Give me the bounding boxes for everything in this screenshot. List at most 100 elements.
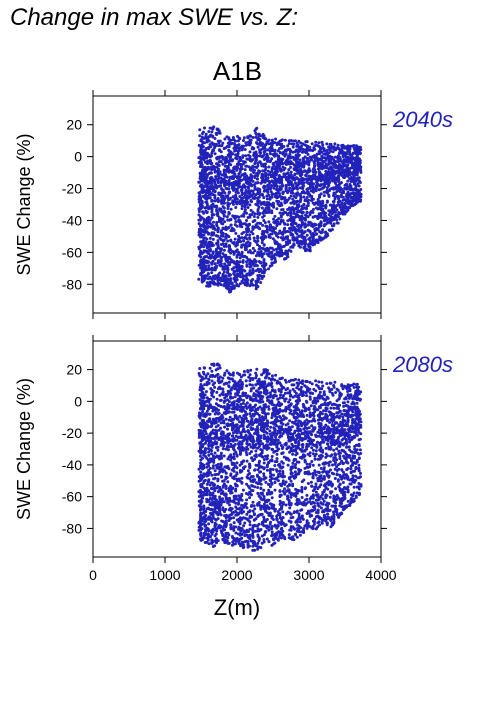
scatter-point [209, 145, 213, 149]
scatter-point [236, 175, 240, 179]
scatter-point [245, 237, 249, 241]
scatter-point [336, 143, 340, 147]
scatter-point [278, 244, 282, 248]
scatter-point [257, 247, 261, 251]
scatter-point [312, 505, 315, 509]
scatter-point [241, 260, 245, 264]
scatter-point [197, 263, 201, 267]
scatter-point [243, 283, 247, 287]
scatter-point [311, 170, 315, 174]
scatter-point [278, 142, 282, 146]
scatter-point [223, 279, 226, 283]
scatter-point [266, 183, 270, 187]
scatter-point [236, 154, 239, 158]
scatter-point [219, 176, 223, 180]
scatter-point [291, 183, 295, 187]
scatter-point [277, 174, 281, 177]
scatter-point [222, 248, 226, 252]
scatter-point [226, 239, 230, 243]
scatter-point [300, 207, 304, 211]
scatter-point [273, 214, 277, 218]
scatter-point [272, 217, 275, 221]
scatter-point [317, 141, 321, 145]
scatter-point [268, 236, 272, 239]
y-tick-label: -40 [62, 212, 82, 228]
scatter-point [276, 235, 280, 239]
scatter-point [277, 232, 280, 235]
scatter-point [238, 463, 242, 467]
scatter-point [342, 158, 346, 162]
scatter-point [258, 244, 261, 248]
scatter-point [240, 144, 244, 148]
scatter-point [240, 207, 244, 211]
scatter-point [202, 230, 206, 234]
scatter-point [337, 197, 341, 201]
scatter-point [280, 161, 284, 165]
scatter-point [227, 136, 231, 140]
scatter-point [254, 181, 258, 185]
scatter-point [225, 187, 229, 191]
scatter-point [269, 175, 273, 179]
scatter-point [215, 242, 219, 246]
scatter-point [259, 250, 263, 253]
scatter-point [249, 134, 253, 138]
scatter-point [243, 168, 247, 172]
scatter-point [332, 406, 336, 410]
scatter-point [278, 211, 282, 215]
scatter-point [211, 165, 215, 169]
scatter-point [201, 185, 205, 189]
scatter-point [263, 150, 267, 153]
scatter-point [210, 241, 214, 245]
scatter-point [269, 184, 273, 187]
scatter-point [251, 147, 255, 151]
scatter-point [218, 263, 222, 267]
scatter-point [238, 256, 242, 260]
scatter-point [217, 144, 221, 148]
scatter-point [288, 152, 292, 156]
scatter-point [301, 210, 305, 214]
scatter-point [241, 255, 245, 259]
scatter-point [239, 164, 243, 168]
scatter-point [266, 187, 270, 191]
scatter-point [229, 163, 233, 167]
scatter-point [241, 243, 245, 247]
scatter-point [206, 159, 210, 163]
scatter-point [298, 245, 302, 249]
scatter-point [292, 242, 296, 246]
scatter-point [211, 127, 215, 131]
scatter-point [317, 183, 321, 187]
scatter-point [286, 219, 290, 223]
scatter-point [212, 231, 216, 235]
scatter-point [305, 196, 309, 199]
scatter-point [248, 159, 252, 163]
scatter-point [248, 262, 252, 266]
scatter-point [276, 149, 280, 153]
scatter-point [207, 232, 210, 236]
scatter-point [318, 171, 321, 175]
scatter-point [256, 278, 260, 282]
scatter-point [288, 176, 292, 180]
scatter-point [256, 252, 260, 256]
scatter-point [222, 173, 226, 177]
scatter-point [213, 262, 217, 266]
scatter-point [342, 152, 346, 155]
scatter-point [341, 155, 345, 159]
scatter-point [325, 142, 329, 146]
scatter-point [216, 455, 220, 459]
scatter-point [210, 130, 214, 134]
scatter-point [331, 166, 334, 170]
scatter-point [249, 251, 253, 255]
scatter-point [230, 267, 234, 271]
scatter-point [286, 239, 290, 243]
scatter-point [215, 198, 219, 202]
scatter-point [210, 199, 214, 203]
scatter-point [220, 456, 224, 460]
scatter-point [213, 189, 217, 193]
scatter-point [329, 216, 333, 220]
scatter-point [321, 143, 325, 147]
scatter-point [355, 144, 358, 148]
scatter-point [308, 194, 312, 198]
scatter-point [311, 201, 315, 205]
scatter-point [312, 154, 316, 158]
scatter-point [208, 280, 212, 284]
